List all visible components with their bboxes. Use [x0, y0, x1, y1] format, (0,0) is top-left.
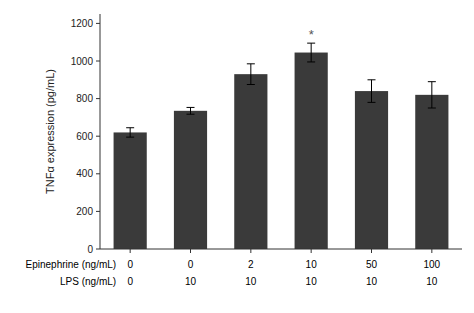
error-bar — [126, 128, 134, 137]
error-line — [311, 43, 312, 62]
y-tick — [96, 211, 100, 212]
y-tick-label: 600 — [76, 131, 93, 142]
error-cap — [428, 81, 436, 82]
row-label: LPS (ng/mL) — [60, 276, 116, 287]
x-tick — [311, 249, 312, 253]
bar — [355, 91, 388, 249]
error-cap — [126, 127, 134, 128]
error-cap — [307, 43, 315, 44]
x-tick — [250, 249, 251, 253]
bar — [415, 95, 448, 249]
y-tick — [96, 249, 100, 250]
error-cap — [187, 107, 195, 108]
category-label: 10 — [426, 276, 438, 287]
category-label: 50 — [366, 259, 378, 270]
error-bar — [368, 80, 376, 103]
y-tick — [96, 173, 100, 174]
category-label: 10 — [185, 276, 197, 287]
error-line — [130, 128, 131, 137]
y-tick — [96, 61, 100, 62]
error-bar — [187, 107, 195, 114]
x-tick — [190, 249, 191, 253]
category-label: 0 — [188, 259, 194, 270]
bar — [174, 111, 207, 249]
error-bar — [247, 64, 255, 85]
y-tick-label: 800 — [76, 93, 93, 104]
error-cap — [247, 63, 255, 64]
category-label: 10 — [306, 259, 318, 270]
error-line — [371, 80, 372, 103]
y-tick-label: 400 — [76, 168, 93, 179]
category-label: 10 — [245, 276, 257, 287]
category-label: 10 — [306, 276, 318, 287]
bar — [234, 74, 267, 249]
category-label: 100 — [423, 259, 440, 270]
error-cap — [307, 61, 315, 62]
chart: 020040060080010001200TNFα expression (pg… — [0, 0, 474, 313]
y-axis-line — [100, 14, 101, 249]
y-tick-label: 1200 — [71, 18, 94, 29]
y-axis-label: TNFα expression (pg/mL) — [44, 69, 56, 194]
plot-area — [114, 43, 449, 249]
y-tick-label: 1000 — [71, 56, 94, 67]
error-cap — [187, 114, 195, 115]
significance-marker: * — [309, 27, 314, 42]
y-tick-label: 200 — [76, 206, 93, 217]
bar — [295, 53, 328, 249]
x-axis-line — [100, 249, 462, 250]
error-line — [250, 64, 251, 85]
y-tick-label: 0 — [87, 244, 93, 255]
error-cap — [368, 102, 376, 103]
error-bar — [428, 82, 436, 108]
error-cap — [428, 108, 436, 109]
error-line — [431, 82, 432, 108]
bar — [114, 132, 147, 249]
row-label: Epinephrine (ng/mL) — [26, 259, 117, 270]
x-tick — [371, 249, 372, 253]
chart-container: 020040060080010001200TNFα expression (pg… — [0, 0, 474, 313]
y-tick — [96, 136, 100, 137]
x-tick — [431, 249, 432, 253]
error-bar — [307, 43, 315, 62]
category-label: 10 — [366, 276, 378, 287]
category-label: 0 — [127, 259, 133, 270]
x-tick — [130, 249, 131, 253]
error-cap — [126, 137, 134, 138]
category-label: 2 — [248, 259, 254, 270]
category-label: 0 — [127, 276, 133, 287]
y-tick — [96, 23, 100, 24]
error-cap — [247, 84, 255, 85]
y-tick — [96, 98, 100, 99]
error-line — [190, 107, 191, 114]
error-cap — [368, 79, 376, 80]
